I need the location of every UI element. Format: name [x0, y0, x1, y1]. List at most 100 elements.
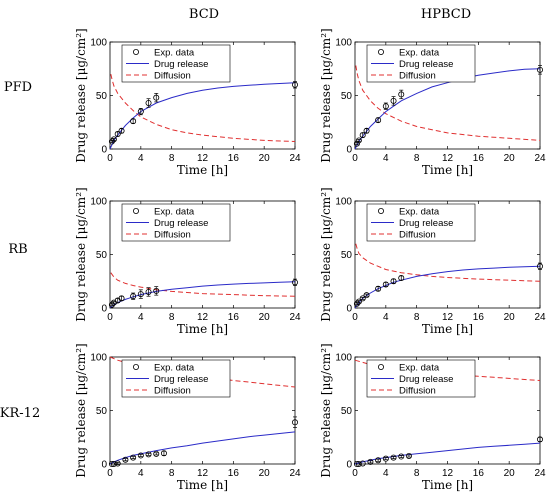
y-tick-label: 50	[96, 250, 108, 261]
x-tick-label: 0	[352, 312, 358, 323]
exp-data-point	[363, 127, 370, 134]
y-tick-label: 100	[90, 38, 107, 49]
chart-panel: 0 4 8 12 16 20 24 0 50 100 Time [h] Drug release [μ…	[74, 343, 301, 492]
exp-data-point	[153, 287, 160, 294]
legend-diffusion-label: Diffusion	[154, 230, 191, 241]
legend-diffusion-label: Diffusion	[399, 230, 436, 241]
drug-release-curve	[354, 265, 541, 309]
y-tick-label: 50	[341, 91, 353, 102]
legend-exp-label: Exp. data	[154, 363, 195, 374]
row-label-pfd: PFD	[4, 80, 32, 95]
drug-release-curve	[109, 431, 296, 465]
legend-diffusion-label: Diffusion	[399, 71, 436, 82]
chart-panel: 0 4 8 12 16 20 24 0 50 100 Time [h] Drug release [μ…	[74, 187, 301, 336]
x-tick-label: 24	[534, 153, 546, 164]
x-tick-label: 0	[107, 468, 113, 479]
y-tick-label: 100	[90, 353, 107, 364]
x-tick-label: 16	[228, 312, 240, 323]
exp-data-point	[130, 118, 137, 125]
exp-data-point	[367, 458, 374, 465]
exp-data-point	[375, 457, 382, 464]
exp-data-point	[355, 460, 362, 467]
y-tick-label: 0	[101, 460, 107, 471]
exp-data-point	[291, 279, 298, 286]
exp-data-point	[537, 66, 544, 73]
x-tick-label: 12	[197, 312, 209, 323]
exp-data-point	[398, 453, 405, 460]
exp-data-point	[382, 455, 389, 462]
legend-exp-marker	[377, 363, 384, 370]
y-axis-label: Drug release [μg/cm²]	[74, 28, 88, 162]
exp-data-point	[291, 419, 298, 426]
exp-data-point	[353, 140, 360, 147]
x-tick-label: 16	[228, 468, 240, 479]
y-tick-label: 50	[96, 91, 108, 102]
x-tick-label: 12	[442, 153, 454, 164]
exp-data-point	[110, 460, 117, 467]
x-tick-label: 16	[473, 312, 485, 323]
x-axis-label: Time [h]	[422, 478, 473, 492]
exp-data-point	[537, 436, 544, 443]
x-tick-label: 4	[383, 153, 389, 164]
x-tick-label: 20	[504, 312, 516, 323]
y-tick-label: 50	[96, 406, 108, 417]
x-tick-label: 8	[414, 468, 420, 479]
exp-data-point	[382, 103, 389, 110]
x-tick-label: 16	[473, 468, 485, 479]
chart-panel: 0 4 8 12 16 20 24 0 50 100 Time [h] Drug release [μ…	[319, 343, 546, 492]
exp-data-point	[359, 295, 366, 302]
legend-exp-marker	[377, 49, 384, 56]
legend-exp-label: Exp. data	[399, 207, 440, 218]
x-tick-label: 16	[228, 153, 240, 164]
legend-exp-label: Exp. data	[399, 363, 440, 374]
legend-exp-label: Exp. data	[399, 48, 440, 59]
exp-data-point	[359, 132, 366, 139]
x-tick-label: 4	[383, 468, 389, 479]
exp-data-point	[145, 288, 152, 295]
x-axis-label: Time [h]	[422, 163, 473, 177]
exp-data-point	[355, 137, 362, 144]
x-tick-label: 20	[259, 468, 271, 479]
x-tick-label: 20	[259, 312, 271, 323]
legend-diffusion-label: Diffusion	[399, 386, 436, 397]
legend-box	[366, 203, 476, 242]
drug-release-curve	[109, 82, 296, 150]
chart-panel: 0 4 8 12 16 20 24 0 50 100 Time [h] Drug release [μ…	[319, 187, 546, 336]
legend-release-label: Drug release	[399, 59, 453, 70]
x-tick-label: 12	[197, 468, 209, 479]
exp-data-point	[398, 91, 405, 98]
x-tick-label: 24	[289, 312, 301, 323]
x-tick-label: 12	[442, 468, 454, 479]
legend-exp-marker	[377, 207, 384, 214]
chart-panel: 0 4 8 12 16 20 24 0 50 100 Time [h] Drug release [μ…	[74, 28, 301, 177]
y-tick-label: 0	[346, 304, 352, 315]
x-tick-label: 4	[138, 312, 144, 323]
exp-data-point	[153, 94, 160, 101]
chart-panel: 0 4 8 12 16 20 24 0 50 100 Time [h] Drug release [μ…	[319, 28, 546, 177]
exp-data-point	[390, 278, 397, 285]
exp-data-point	[398, 275, 405, 282]
x-tick-label: 12	[442, 312, 454, 323]
y-axis-label: Drug release [μg/cm²]	[319, 343, 333, 477]
x-tick-label: 0	[107, 312, 113, 323]
drug-release-curve	[354, 442, 541, 465]
diffusion-curve	[355, 243, 541, 282]
x-tick-label: 20	[259, 153, 271, 164]
exp-data-point	[291, 81, 298, 88]
y-tick-label: 50	[341, 250, 353, 261]
x-tick-label: 0	[352, 153, 358, 164]
x-tick-label: 24	[289, 153, 301, 164]
y-tick-label: 0	[346, 460, 352, 471]
exp-data-point	[118, 295, 125, 302]
legend-exp-label: Exp. data	[154, 207, 195, 218]
x-tick-label: 24	[289, 468, 301, 479]
x-tick-label: 8	[169, 312, 175, 323]
exp-data-point	[114, 460, 121, 467]
exp-data-point	[108, 460, 115, 467]
exp-data-point	[118, 127, 125, 134]
exp-data-point	[405, 452, 412, 459]
y-tick-label: 100	[335, 38, 352, 49]
